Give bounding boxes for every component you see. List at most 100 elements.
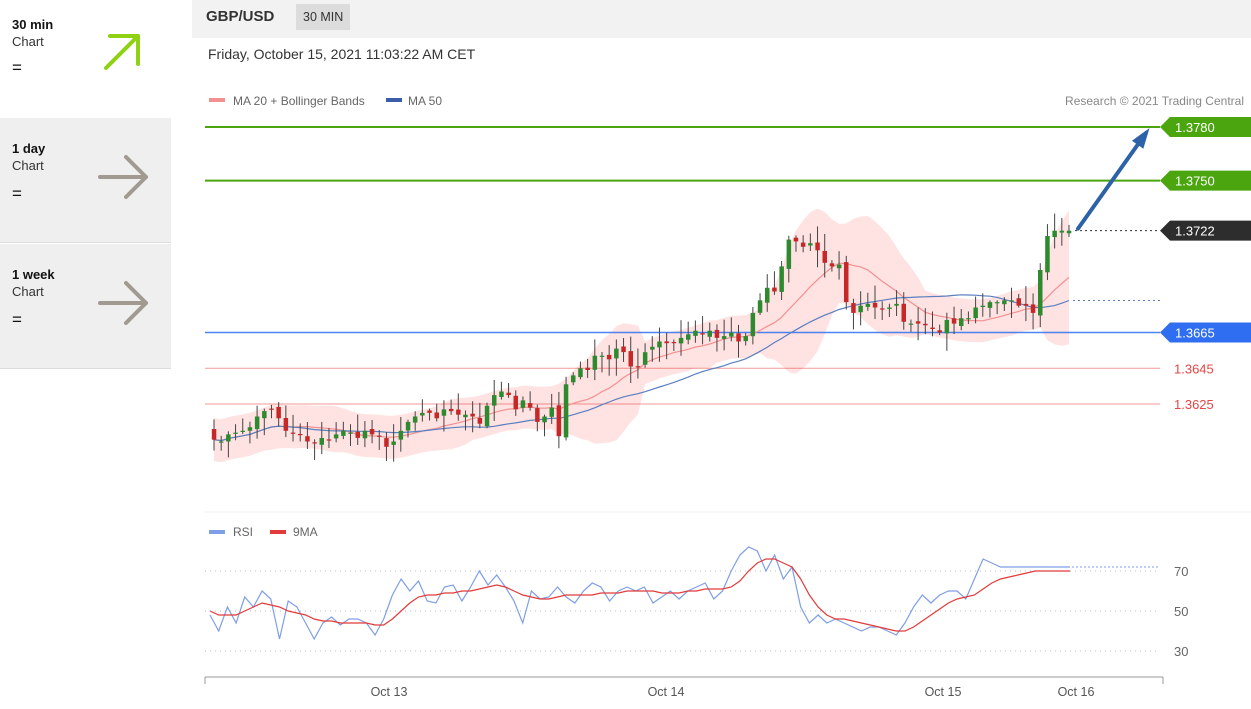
rsi-ma-legend-swatch [270, 530, 286, 534]
candlestick [786, 235, 792, 283]
rsi-legend-swatch [209, 530, 225, 534]
candle-body [599, 355, 605, 357]
candlestick [815, 226, 820, 268]
candlestick [959, 308, 964, 331]
candlestick [298, 423, 303, 442]
candlestick [513, 390, 518, 416]
timeframe-card-1day[interactable]: 1 day Chart = [0, 118, 171, 243]
candle-body [779, 266, 784, 292]
candle-body [520, 400, 526, 408]
current-price-label: 1.3722 [1175, 224, 1215, 239]
candle-body [829, 263, 835, 267]
candlestick [721, 319, 727, 351]
candle-body [951, 318, 957, 324]
candlestick [362, 421, 368, 448]
candlestick [269, 404, 274, 419]
candlestick [312, 439, 317, 461]
candle-body [341, 430, 346, 436]
candlestick [880, 301, 885, 321]
candle-body [743, 336, 748, 342]
candle-body [901, 303, 906, 322]
candle-body [937, 330, 942, 333]
candlestick [693, 320, 698, 343]
candle-body [606, 354, 612, 360]
candlestick [980, 293, 986, 317]
candle-body [463, 414, 468, 418]
candle-body [987, 302, 993, 308]
candlestick [355, 414, 360, 445]
candle-body [1023, 303, 1029, 306]
timeframe-signal: = [12, 58, 22, 77]
candle-body [707, 330, 712, 337]
candle-body [492, 395, 497, 406]
candlestick [290, 414, 296, 442]
candlestick [1030, 293, 1036, 330]
minor-support-label: 1.3625 [1174, 397, 1214, 412]
candlestick [822, 233, 827, 278]
candle-body [484, 405, 490, 427]
candle-body [836, 264, 842, 269]
candlestick [1038, 263, 1043, 328]
timeframe-card-30min[interactable]: 30 min Chart = [0, 0, 171, 125]
candle-body [1052, 230, 1057, 238]
ma20-legend-swatch [209, 98, 225, 102]
candlestick [326, 427, 332, 448]
candlestick [276, 402, 281, 427]
candlestick [901, 292, 906, 330]
candlestick [319, 421, 324, 455]
rsi-tick-label: 30 [1174, 644, 1188, 659]
resistance-label-tag [1160, 117, 1251, 137]
rsi-tick-label: 50 [1174, 604, 1188, 619]
candle-body [290, 432, 296, 434]
rsi-ma-legend-label: 9MA [293, 525, 318, 539]
candle-body [391, 441, 396, 445]
candle-body [822, 250, 827, 263]
candlestick [398, 416, 404, 452]
candlestick [793, 235, 799, 252]
timeframe-subtitle: Chart [12, 158, 44, 173]
candle-body [908, 323, 914, 325]
ma50-legend-label: MA 50 [408, 94, 442, 108]
chart-datetime: Friday, October 15, 2021 11:03:22 AM CET [208, 46, 476, 62]
x-axis-label: Oct 15 [925, 685, 962, 699]
candlestick [499, 381, 504, 400]
candlestick [441, 400, 447, 432]
candlestick [765, 274, 770, 312]
candle-body [233, 432, 238, 434]
candle-body [887, 307, 892, 309]
candle-body [750, 312, 756, 337]
candle-body [973, 307, 978, 319]
candle-body [1009, 300, 1014, 302]
candle-body [915, 321, 921, 324]
candle-body [930, 327, 935, 329]
candle-body [448, 408, 454, 412]
timeframe-subtitle: Chart [12, 34, 44, 49]
candle-body [686, 334, 691, 340]
candlestick [549, 393, 554, 424]
candle-body [700, 333, 705, 335]
candle-body [980, 305, 986, 307]
candlestick [779, 261, 784, 300]
candle-body [226, 434, 231, 442]
timeframe-badge[interactable]: 30 MIN [296, 4, 351, 30]
symbol-title: GBP/USD [206, 8, 275, 25]
candlestick [492, 379, 497, 421]
rsi-panel: 30 50 70 [205, 546, 1188, 659]
candlestick [707, 322, 712, 342]
candlestick [865, 292, 871, 311]
candlestick [851, 298, 856, 330]
candle-body [298, 434, 303, 436]
candle-body [427, 410, 432, 413]
candlestick [348, 424, 353, 446]
candlestick [994, 300, 1000, 315]
candlestick [937, 324, 942, 336]
candle-body [262, 411, 267, 419]
timeframe-card-1week[interactable]: 1 week Chart = [0, 244, 171, 369]
candlestick [930, 311, 935, 337]
candle-body [880, 308, 885, 310]
candlestick [829, 260, 835, 272]
candlestick [872, 285, 878, 320]
candlestick [678, 320, 684, 356]
candlestick [427, 408, 432, 421]
